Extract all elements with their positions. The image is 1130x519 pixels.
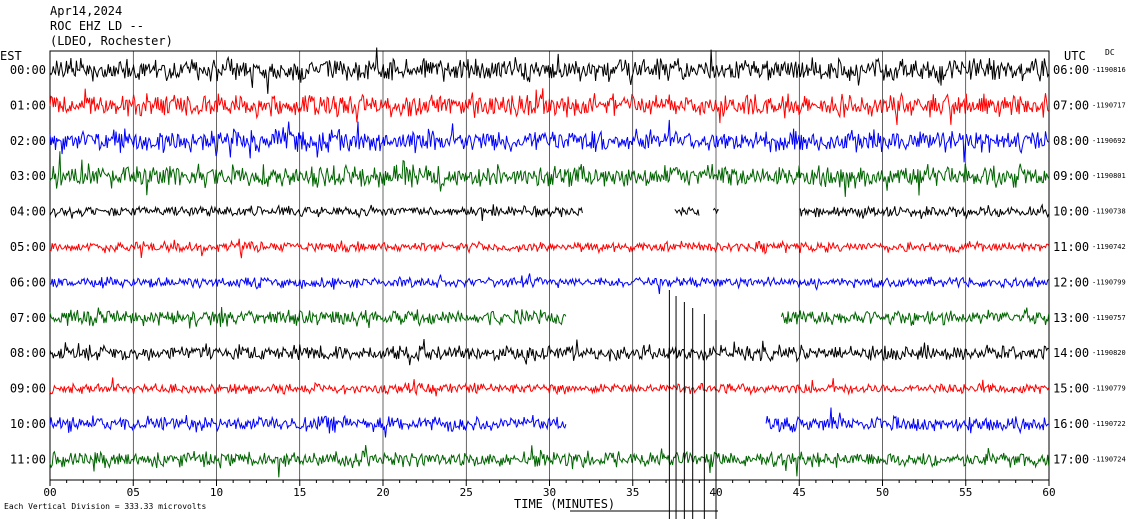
x-tick-label: 15 [293,486,306,499]
x-tick-label: 20 [376,486,389,499]
dc-offset-label: -1190724 [1092,455,1126,463]
trace-0900 [49,377,1050,397]
trace-0700 [49,306,1050,329]
dc-offset-label: -1190738 [1092,208,1126,216]
dc-offset-label: -1190820 [1092,349,1126,357]
dc-offset-label: -1190757 [1092,314,1126,322]
trace-0600 [49,273,1050,295]
dc-offset-label: -1190816 [1092,66,1126,74]
date-label: Apr14,2024 [50,4,123,18]
utc-hour-label: 10:00 [1053,205,1089,219]
trace-0400 [49,203,1050,222]
utc-hour-label: 11:00 [1053,240,1089,254]
dc-offset-label: -1190801 [1092,172,1126,180]
utc-hour-label: 07:00 [1053,98,1089,112]
x-tick-label: 30 [543,486,556,499]
utc-hour-label: 17:00 [1053,452,1089,466]
est-hour-label: 02:00 [10,134,46,148]
right-timezone-label: UTC [1064,49,1086,63]
trace-0800 [49,339,1049,366]
utc-hour-label: 14:00 [1053,346,1089,360]
trace-0000 [49,47,1050,94]
trace-0500 [49,238,1050,259]
dc-offset-label: -1190717 [1092,101,1126,109]
utc-hour-label: 08:00 [1053,134,1089,148]
station-label: ROC EHZ LD -- [50,19,144,33]
utc-hour-label: 13:00 [1053,311,1089,325]
x-tick-label: 10 [210,486,223,499]
est-hour-label: 00:00 [10,63,46,77]
est-hour-label: 01:00 [10,98,46,112]
est-hour-label: 10:00 [10,417,46,431]
est-hour-label: 03:00 [10,169,46,183]
network-label: (LDEO, Rochester) [50,34,173,48]
x-axis-title: TIME (MINUTES) [514,497,616,511]
scale-note: Each Vertical Division = 333.33 microvol… [4,502,207,511]
x-tick-label: 05 [127,486,140,499]
utc-hour-label: 15:00 [1053,382,1089,396]
utc-hour-label: 16:00 [1053,417,1089,431]
trace-1000 [49,407,1049,438]
x-tick-label: 25 [460,486,473,499]
est-hour-label: 09:00 [10,382,46,396]
x-tick-label: 00 [43,486,56,499]
dc-offset-label: -1190779 [1092,385,1126,393]
utc-hour-label: 09:00 [1053,169,1089,183]
utc-hour-label: 12:00 [1053,275,1089,289]
x-tick-label: 50 [876,486,889,499]
x-tick-label: 60 [1042,486,1055,499]
dc-offset-label: -1190692 [1092,137,1126,145]
est-hour-label: 04:00 [10,205,46,219]
dc-offset-label: -1190722 [1092,420,1126,428]
dc-header-label: DC [1105,48,1115,57]
dc-offset-label: -1190799 [1092,278,1126,286]
est-hour-label: 05:00 [10,240,46,254]
x-tick-label: 45 [793,486,806,499]
trace-1100 [49,444,1050,478]
trace-0300 [49,151,1050,197]
est-hour-label: 11:00 [10,452,46,466]
x-tick-label: 35 [626,486,639,499]
est-hour-label: 06:00 [10,275,46,289]
left-timezone-label: EST [0,49,22,63]
trace-0200 [49,119,1050,163]
trace-0100 [49,88,1050,126]
dc-offset-label: -1190742 [1092,243,1126,251]
x-tick-label: 55 [959,486,972,499]
est-hour-label: 07:00 [10,311,46,325]
est-hour-label: 08:00 [10,346,46,360]
utc-hour-label: 06:00 [1053,63,1089,77]
